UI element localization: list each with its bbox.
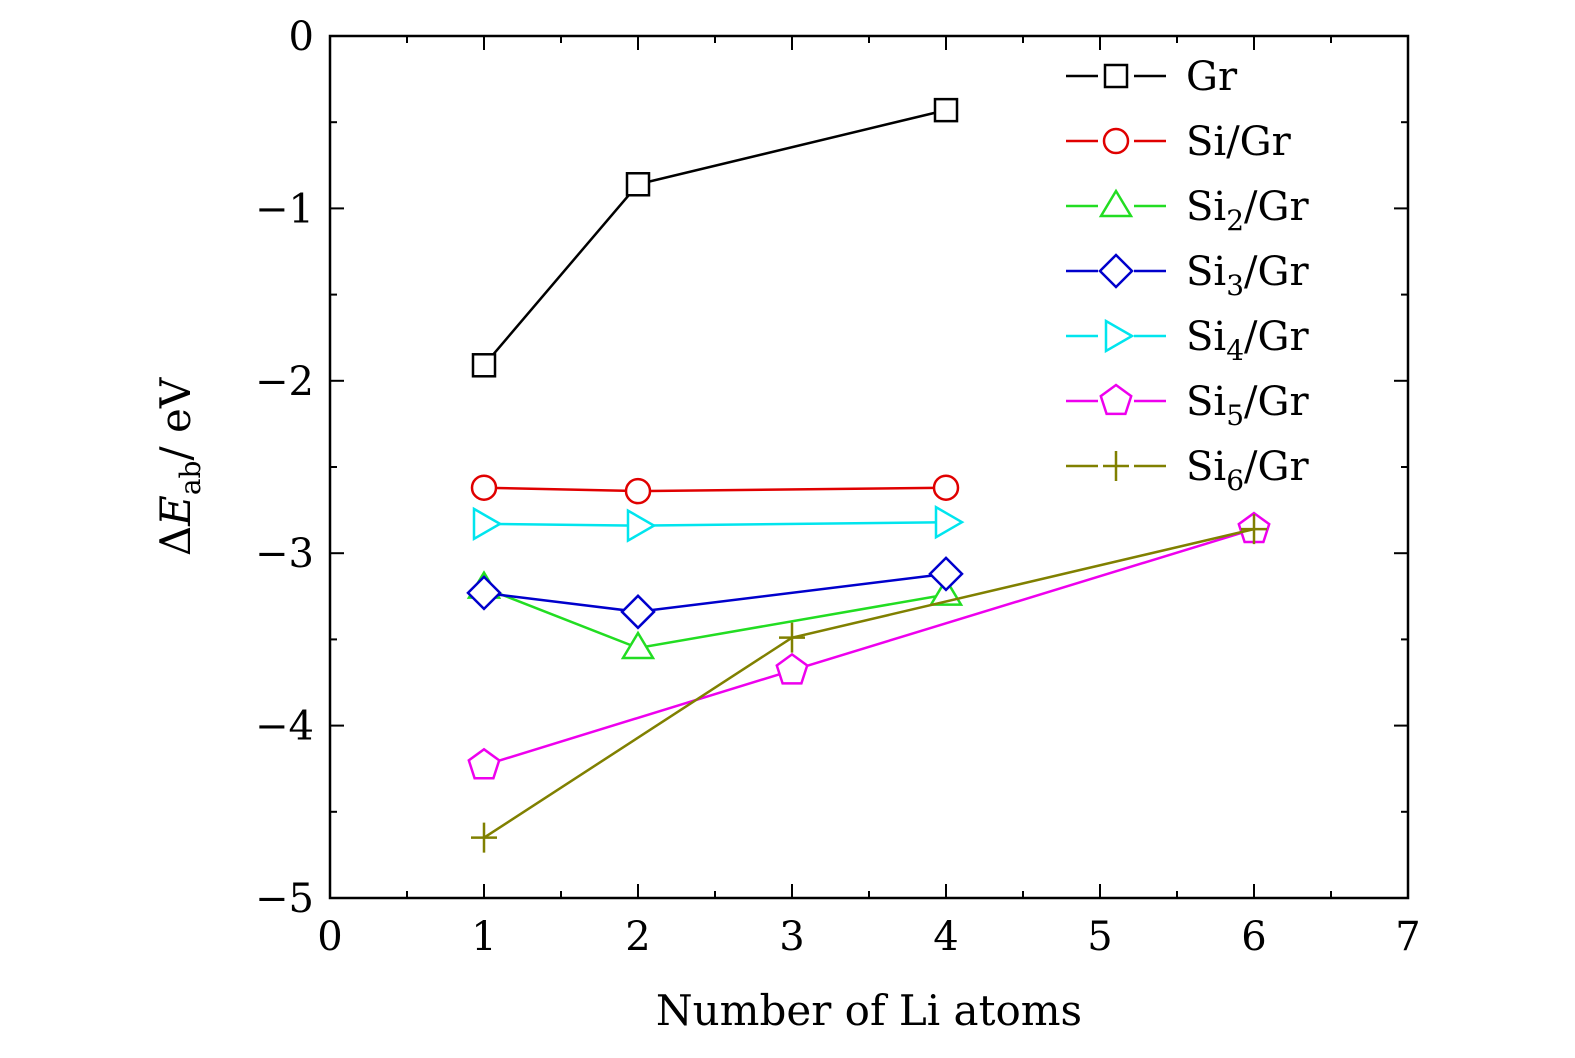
- series-layer: [466, 97, 1271, 853]
- x-tick-label: 5: [1087, 914, 1112, 960]
- series-line-si6-gr: [483, 527, 1255, 839]
- legend: Gr Si/Gr Si2/Gr Si3/Gr Si4/Gr Si5/Gr Si6/Gr: [1066, 54, 1309, 497]
- data-point-si6-gr: [1241, 514, 1267, 545]
- y-axis-title-subscript: ab: [174, 461, 207, 496]
- y-tick-label: −1: [255, 186, 314, 232]
- legend-label-si3-gr: Si3/Gr: [1186, 249, 1309, 302]
- series-gr: [471, 97, 959, 378]
- y-axis-title-unit: / eV: [151, 377, 200, 460]
- data-point-si3-gr: [620, 594, 656, 630]
- x-tick-label: 3: [779, 914, 804, 960]
- y-tick-label: −5: [255, 876, 314, 922]
- legend-label-si4-gr: Si4/Gr: [1186, 314, 1309, 367]
- legend-marker-si3-gr: [1098, 253, 1134, 289]
- y-tick-label: 0: [289, 14, 314, 60]
- x-tick-label: 0: [317, 914, 342, 960]
- data-point-gr: [933, 97, 959, 123]
- legend-label-si-gr: Si/Gr: [1186, 119, 1292, 165]
- series-si6-gr: [471, 514, 1267, 853]
- data-point-si5-gr: [775, 652, 809, 685]
- legend-entry-gr: Gr: [1066, 54, 1238, 100]
- data-point-gr: [471, 353, 497, 378]
- data-point-si6-gr: [779, 622, 805, 653]
- data-point-gr: [625, 172, 651, 197]
- data-point-si-gr: [624, 477, 652, 505]
- x-tick-label: 7: [1395, 914, 1420, 960]
- series-si3-gr: [466, 556, 964, 630]
- legend-marker-si2-gr: [1098, 188, 1134, 218]
- legend-label-si2-gr: Si2/Gr: [1186, 184, 1309, 237]
- legend-label-si6-gr: Si6/Gr: [1186, 444, 1309, 497]
- y-axis-title-delta: Δ: [151, 526, 200, 556]
- data-point-si4-gr: [626, 508, 657, 543]
- data-point-si3-gr: [928, 556, 964, 592]
- legend-marker-si4-gr: [1104, 318, 1135, 354]
- series-line-si5-gr: [483, 527, 1255, 767]
- x-axis-title: Number of Li atoms: [656, 986, 1082, 1035]
- legend-entry-si4-gr: Si4/Gr: [1066, 314, 1309, 367]
- series-si-gr: [470, 474, 960, 505]
- x-tick-label: 2: [625, 914, 650, 960]
- y-tick-label: −4: [255, 704, 314, 750]
- data-point-si5-gr: [467, 747, 501, 780]
- data-point-si6-gr: [471, 822, 497, 853]
- legend-marker-si-gr: [1102, 127, 1130, 155]
- series-line-si-gr: [483, 486, 947, 493]
- legend-entry-si6-gr: Si6/Gr: [1066, 444, 1309, 497]
- y-tick-label: −3: [255, 531, 314, 577]
- data-point-si4-gr: [934, 505, 965, 540]
- data-point-si2-gr: [928, 577, 964, 606]
- data-point-si2-gr: [620, 630, 656, 660]
- series-si4-gr: [472, 505, 965, 543]
- x-tick-label: 4: [933, 914, 958, 960]
- legend-entry-si-gr: Si/Gr: [1066, 119, 1292, 165]
- data-point-si-gr: [470, 474, 498, 501]
- y-axis-title: ΔEab/ eV: [151, 377, 207, 556]
- legend-entry-si3-gr: Si3/Gr: [1066, 249, 1309, 302]
- legend-marker-si5-gr: [1099, 383, 1133, 416]
- x-tick-label: 1: [471, 914, 496, 960]
- data-point-si3-gr: [466, 575, 502, 611]
- legend-label-gr: Gr: [1186, 54, 1238, 100]
- legend-marker-si6-gr: [1103, 451, 1129, 481]
- data-point-si4-gr: [472, 506, 503, 542]
- series-line-gr: [483, 108, 947, 367]
- legend-label-si5-gr: Si5/Gr: [1186, 379, 1309, 432]
- series-line-si4-gr: [483, 520, 947, 527]
- y-tick-label: −2: [255, 359, 314, 405]
- legend-entry-si5-gr: Si5/Gr: [1066, 379, 1309, 432]
- data-point-si-gr: [932, 474, 960, 501]
- ticks-layer: 0 1 2 3 4 5 6 7 0 −1 −2 −3 −4 −5: [255, 14, 1421, 960]
- y-axis-title-symbol: E: [151, 495, 200, 527]
- legend-entry-si2-gr: Si2/Gr: [1066, 184, 1309, 237]
- legend-marker-gr: [1103, 63, 1129, 89]
- x-tick-label: 6: [1241, 914, 1266, 960]
